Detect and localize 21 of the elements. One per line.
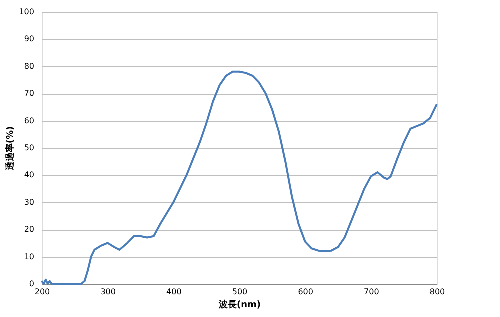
y-tick-label: 100	[19, 8, 34, 16]
x-tick-label: 500	[232, 288, 248, 296]
x-tick-label: 300	[100, 288, 116, 296]
x-tick-label: 600	[298, 288, 314, 296]
y-tick-label: 70	[24, 89, 34, 98]
x-tick-label: 400	[166, 288, 182, 296]
x-tick-label: 800	[430, 288, 446, 296]
y-tick-label: 50	[24, 144, 34, 152]
y-tick-label: 90	[24, 34, 34, 44]
line-series	[41, 70, 438, 285]
y-tick-label: 30	[24, 198, 34, 207]
x-tick-label: 200	[34, 288, 50, 296]
y-axis-title: 透過率(%)	[5, 126, 16, 172]
y-tick-label: 0	[29, 280, 34, 288]
x-tick-label: 700	[364, 288, 380, 296]
y-tick-label: 60	[24, 116, 34, 126]
y-tick-label: 80	[24, 62, 34, 71]
x-axis-title: 波長(nm)	[218, 300, 262, 310]
y-tick-label: 10	[24, 252, 34, 262]
y-tick-label: 20	[24, 225, 34, 234]
y-tick-label: 40	[24, 170, 34, 180]
